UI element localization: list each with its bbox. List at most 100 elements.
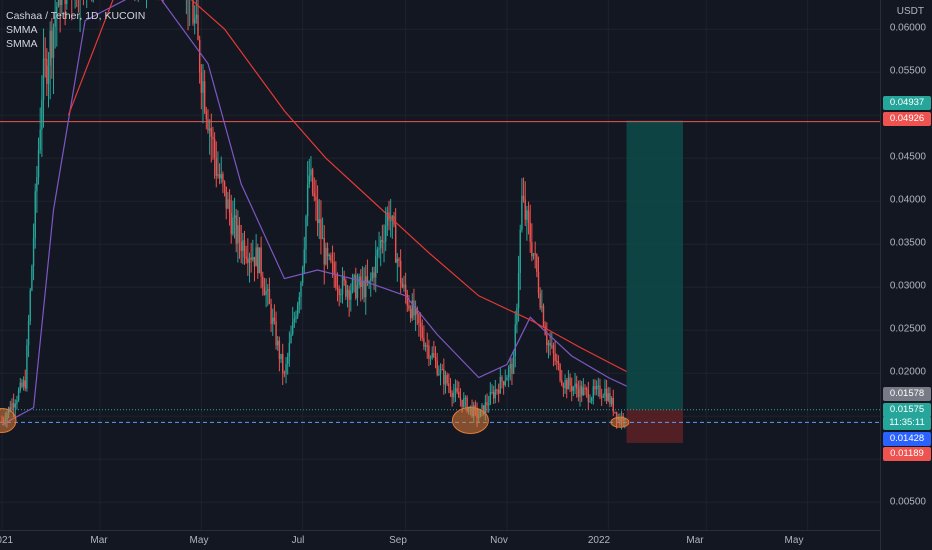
candle-body — [444, 375, 447, 385]
candle-body — [491, 392, 493, 394]
candle-body — [210, 128, 212, 137]
time-label: May — [189, 535, 209, 546]
candle-body — [527, 210, 530, 223]
candle-body — [433, 353, 435, 357]
candle-body — [32, 238, 35, 267]
candle-body — [496, 389, 498, 391]
currency-unit: USDT — [896, 6, 924, 17]
low-highlight-ellipse — [610, 416, 630, 428]
candle-body — [213, 139, 216, 158]
time-scale[interactable]: 2021 Mar May Jul Sep Nov 2022 Mar May — [0, 530, 880, 550]
candle-body — [27, 321, 30, 346]
candle-body — [384, 225, 387, 242]
candle-body — [556, 360, 558, 362]
candle-body — [370, 278, 372, 281]
candle-body — [453, 392, 455, 398]
candle-body — [439, 369, 442, 374]
candle-body — [278, 340, 281, 359]
candle-body — [11, 403, 13, 411]
candle-body — [381, 240, 384, 242]
candle-body — [267, 289, 269, 291]
candle-body — [262, 276, 264, 287]
candle-body — [497, 390, 500, 394]
price-scale[interactable]: USDT 0.06000 0.05500 0.04500 0.04000 0.0… — [880, 0, 932, 550]
chart-area[interactable]: Cashaa / Tether, 1D, KUCOIN SMMA SMMA — [0, 0, 880, 530]
candle-body — [288, 342, 291, 357]
candle-body — [421, 327, 423, 338]
candle-body — [492, 392, 495, 399]
candle-body — [589, 401, 591, 403]
bar-countdown: 11:35:11 — [883, 416, 931, 430]
candle-body — [451, 393, 453, 398]
last-price-badge: 0.01575 — [883, 403, 931, 417]
candle-body — [328, 255, 330, 257]
candle-body — [203, 81, 206, 112]
candle-body — [446, 375, 448, 384]
candle-body — [574, 383, 576, 388]
candle-body — [64, 0, 66, 4]
candle-body — [270, 303, 272, 324]
candle-body — [238, 225, 241, 242]
candle-body — [610, 398, 613, 404]
candle-body — [26, 345, 28, 389]
candle-body — [37, 149, 40, 178]
candle-body — [378, 248, 380, 250]
candle-body — [474, 405, 477, 408]
candle-body — [257, 247, 259, 274]
price-tick: 0.05500 — [889, 65, 926, 77]
candle-body — [315, 196, 317, 201]
candle-body — [514, 324, 516, 357]
candle-body — [66, 0, 68, 4]
candle-body — [541, 306, 543, 308]
target-price-badge: 0.04937 — [883, 96, 931, 110]
candle-body — [12, 403, 15, 408]
candle-body — [559, 364, 561, 381]
candle-body — [217, 173, 219, 176]
candle-body — [232, 217, 234, 234]
candle-body — [341, 277, 344, 295]
candle-body — [273, 317, 276, 322]
candle-body — [198, 39, 201, 73]
candle-body — [597, 385, 600, 387]
price-tick: 0.00500 — [889, 496, 926, 508]
candle-body — [582, 387, 585, 396]
candle-body — [51, 30, 53, 58]
candle-body — [599, 385, 601, 397]
candle-body — [524, 199, 526, 220]
candle-body — [544, 326, 546, 335]
candle-body — [501, 376, 503, 382]
candle-body — [54, 16, 56, 27]
candle-body — [208, 128, 211, 131]
candle-body — [522, 195, 525, 200]
candle-body — [368, 280, 370, 283]
candle-body — [285, 364, 287, 374]
candle-body — [233, 215, 236, 218]
candle-body — [592, 386, 595, 398]
candle-body — [552, 345, 555, 354]
candle-body — [258, 247, 261, 274]
candle-body — [615, 411, 618, 420]
candle-body — [340, 294, 342, 296]
candle-body — [36, 177, 38, 192]
candle-body — [243, 240, 246, 257]
candle-body — [371, 272, 374, 279]
price-chart[interactable] — [0, 0, 880, 530]
candle-body — [41, 99, 43, 130]
indicator-smma-fast[interactable]: SMMA — [6, 24, 38, 36]
candle-body — [223, 181, 226, 187]
candle-body — [17, 390, 20, 401]
candle-body — [303, 249, 306, 268]
low-highlight-ellipse — [0, 408, 17, 433]
symbol-title[interactable]: Cashaa / Tether, 1D, KUCOIN — [6, 10, 146, 22]
candle-body — [291, 321, 294, 335]
candle-body — [561, 380, 563, 385]
candle-body — [320, 219, 322, 239]
candle-body — [486, 402, 488, 406]
candle-body — [404, 284, 407, 295]
candle-body — [511, 363, 513, 374]
candle-body — [286, 356, 289, 365]
indicator-smma-slow[interactable]: SMMA — [6, 38, 38, 50]
candle-body — [360, 276, 362, 287]
candle-body — [305, 216, 307, 250]
candle-body — [16, 400, 18, 404]
